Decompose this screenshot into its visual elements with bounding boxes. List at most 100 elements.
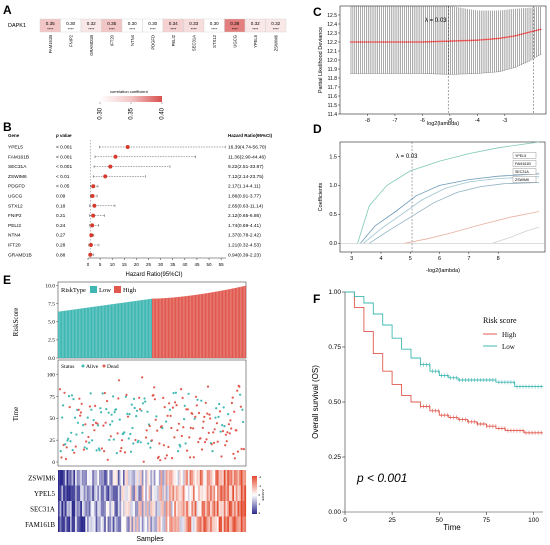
status-point: [82, 448, 85, 451]
riskscore-bar: [129, 301, 130, 358]
riskscore-bar: [195, 294, 197, 358]
expression-heatmap-cell: [105, 485, 108, 501]
riskscore-bar: [227, 289, 228, 358]
expression-heatmap-cell: [177, 485, 180, 501]
time-y-label: Time: [12, 407, 20, 422]
expression-heatmap-cell: [128, 485, 130, 501]
cv-mean-point: [376, 41, 379, 43]
expression-heatmap-cell: [141, 470, 144, 486]
status-point: [118, 379, 121, 382]
riskscore-bar: [67, 310, 69, 358]
riskscore-bar: [143, 299, 145, 358]
riskscore-bar: [183, 296, 184, 358]
status-point: [143, 397, 146, 400]
heatmap-cell-value: 0.30: [148, 21, 157, 26]
riskscore-bar: [161, 298, 163, 358]
zscore-legend-tick-label: -2: [259, 475, 262, 479]
expression-heatmap-cell: [97, 485, 100, 501]
status-point: [88, 441, 91, 444]
expression-heatmap-cell: [223, 501, 226, 517]
status-point: [223, 425, 226, 428]
riskscore-bar: [77, 308, 79, 358]
expression-heatmap-cell: [194, 501, 197, 517]
forest-gene-label: NTN4: [8, 233, 21, 239]
expression-heatmap-cell: [196, 516, 199, 532]
expression-heatmap-cell: [203, 516, 206, 532]
expression-heatmap-cell: [211, 485, 214, 501]
riskscore-bar: [140, 300, 142, 358]
expression-heatmap-cell: [76, 470, 79, 486]
status-point: [145, 429, 148, 432]
expression-heatmap-cell: [138, 501, 141, 517]
riskscore-bar: [189, 295, 190, 358]
expression-heatmap-cell: [194, 485, 197, 501]
forest-hr-text: 1.74(0.69-4.41): [228, 223, 261, 229]
expression-heatmap-cell: [167, 470, 170, 486]
cv-mean-point: [382, 41, 385, 43]
status-point: [196, 398, 199, 401]
status-point: [109, 423, 112, 426]
expression-heatmap-cell: [68, 470, 71, 486]
cv-mean-point: [371, 41, 373, 43]
expression-heatmap-cell: [177, 516, 180, 532]
riskscore-bar: [203, 293, 204, 358]
status-point: [108, 438, 111, 441]
status-point: [177, 450, 180, 453]
forest-x-tick-label: 55: [219, 262, 225, 267]
expression-heatmap-cell: [95, 501, 98, 517]
status-point: [79, 411, 82, 414]
expression-heatmap-cell: [121, 470, 124, 486]
cv-mean-point: [388, 41, 391, 43]
expression-heatmap-cell: [88, 516, 91, 532]
riskscore-bar: [187, 295, 189, 358]
expression-heatmap-cell: [172, 516, 175, 532]
cv-mean-point: [466, 39, 469, 42]
expression-heatmap-cell: [184, 516, 187, 532]
heatmap-cell-value: 0.30: [128, 21, 137, 26]
forest-p-value: 0.88: [56, 252, 66, 258]
riskscore-bar: [71, 309, 73, 358]
cv-mean-point: [482, 38, 484, 41]
expression-heatmap-cell: [163, 501, 166, 517]
riskscore-bar: [125, 302, 127, 358]
expression-heatmap-cell: [210, 485, 212, 501]
status-point: [189, 426, 192, 429]
expression-heatmap-cell: [227, 516, 230, 532]
heatmap-cell-stars: ****: [88, 27, 94, 31]
riskscore-y-tick-label: 2.5: [48, 338, 55, 344]
expression-heatmap-cell: [170, 485, 173, 501]
expression-heatmap-cell: [242, 501, 245, 517]
expression-heatmap-cell: [92, 501, 94, 517]
expression-heatmap-cell: [143, 516, 146, 532]
expression-heatmap-cell: [61, 485, 64, 501]
status-point: [90, 408, 93, 411]
riskscore-bar: [130, 301, 132, 358]
riskscore-bar: [215, 291, 217, 358]
forest-p-value: < 0.001: [56, 154, 72, 160]
correlation-legend-tick-label: 0.35: [129, 107, 135, 119]
expression-heatmap-cell: [215, 470, 218, 486]
forest-hr-point: [103, 174, 108, 179]
riskscore-bar: [208, 292, 210, 358]
riskscore-bar: [196, 294, 198, 358]
expression-heatmap-cell: [73, 485, 76, 501]
expression-heatmap-cell: [179, 501, 182, 517]
riskscore-bar: [73, 309, 74, 358]
survival-x-tick-label: 25: [389, 517, 397, 524]
status-point: [242, 420, 245, 424]
expression-heatmap-cell: [177, 501, 180, 517]
status-dead-label: Dead: [107, 364, 119, 370]
status-point: [107, 411, 110, 414]
riskscore-bar: [219, 290, 221, 358]
riskscore-bar: [102, 305, 103, 358]
riskscore-bar: [240, 286, 242, 358]
status-point: [119, 450, 122, 453]
expression-heatmap-cell: [165, 485, 168, 501]
status-point: [70, 431, 73, 434]
forest-hr-point: [89, 233, 94, 238]
status-point: [174, 391, 177, 394]
status-point: [163, 406, 166, 409]
expression-heatmap-cell: [153, 501, 156, 517]
cv-mean-point: [507, 36, 509, 38]
expression-heatmap-cell: [129, 470, 132, 486]
